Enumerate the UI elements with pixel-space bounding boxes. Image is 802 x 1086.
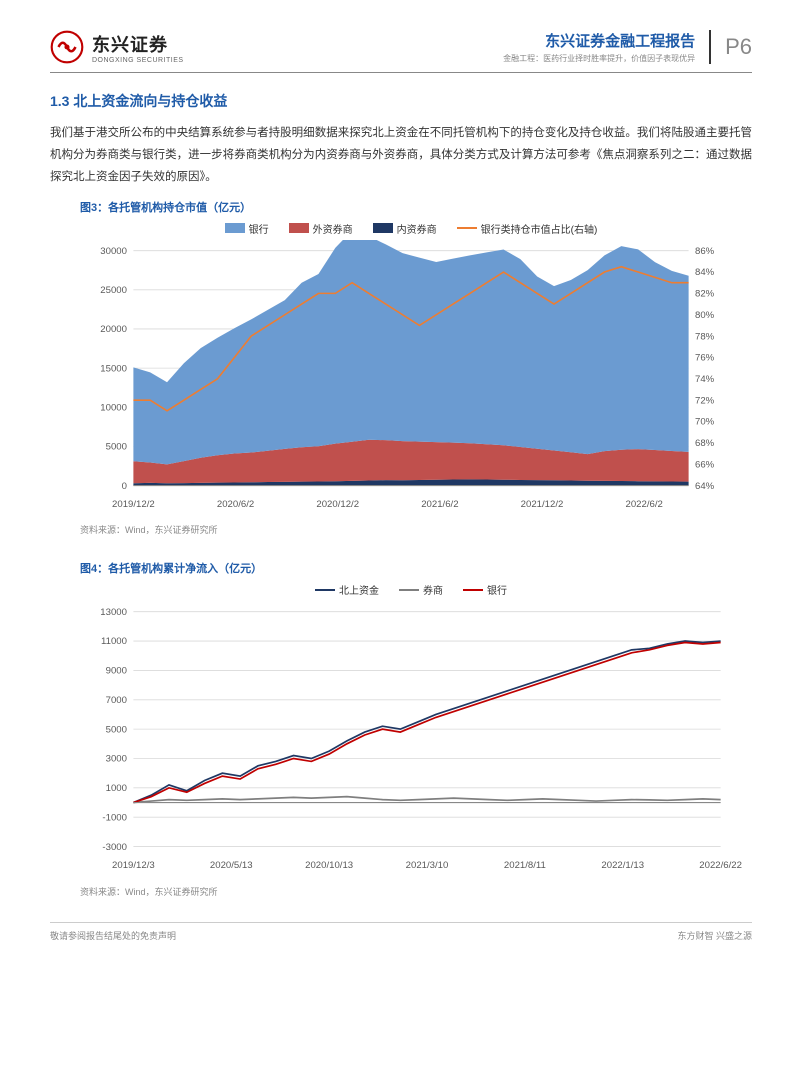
- svg-text:11000: 11000: [101, 636, 127, 647]
- svg-text:1000: 1000: [106, 783, 127, 794]
- svg-text:78%: 78%: [695, 331, 715, 342]
- svg-text:-3000: -3000: [102, 842, 127, 853]
- fig3-chart: 银行 外资券商 内资券商 银行类持仓市值占比(右轴) 0 5000 10000 150…: [80, 221, 742, 518]
- company-logo-icon: [50, 30, 84, 64]
- section-title: 1.3 北上资金流向与持仓收益: [50, 91, 752, 111]
- svg-text:2020/5/13: 2020/5/13: [210, 860, 253, 871]
- report-title: 东兴证券金融工程报告: [503, 30, 695, 51]
- svg-text:10000: 10000: [100, 402, 127, 413]
- svg-text:72%: 72%: [695, 395, 715, 406]
- footer-right: 东方财智 兴盛之源: [677, 929, 752, 942]
- report-subtitle: 金融工程：医药行业择时胜率提升，价值因子表现优异: [503, 53, 695, 64]
- fig3-leg2: 外资券商: [313, 221, 353, 236]
- svg-text:84%: 84%: [695, 267, 715, 278]
- page-footer: 敬请参阅报告结尾处的免责声明 东方财智 兴盛之源: [50, 922, 752, 942]
- fig4-svg: -3000 -1000 1000 3000 5000 7000 9000 11000 13000…: [80, 601, 742, 879]
- fig4-legend: 北上资金 券商 银行: [80, 582, 742, 597]
- fig3-leg4: 银行类持仓市值占比(右轴): [481, 221, 598, 236]
- svg-text:76%: 76%: [695, 352, 715, 363]
- page-number: P6: [725, 34, 752, 60]
- svg-text:66%: 66%: [695, 459, 715, 470]
- svg-text:30000: 30000: [100, 245, 127, 256]
- svg-text:9000: 9000: [106, 666, 127, 677]
- svg-text:82%: 82%: [695, 288, 715, 299]
- svg-text:2021/12/2: 2021/12/2: [521, 498, 564, 509]
- footer-left: 敬请参阅报告结尾处的免责声明: [50, 929, 176, 942]
- svg-text:20000: 20000: [100, 324, 127, 335]
- svg-text:64%: 64%: [695, 480, 715, 491]
- svg-text:74%: 74%: [695, 374, 715, 385]
- svg-text:13000: 13000: [100, 607, 127, 618]
- svg-text:2022/1/13: 2022/1/13: [601, 860, 644, 871]
- svg-text:68%: 68%: [695, 438, 715, 449]
- fig4-title: 图4：各托管机构累计净流入（亿元）: [80, 560, 752, 576]
- fig4-leg1: 北上资金: [339, 582, 379, 597]
- svg-text:2019/12/2: 2019/12/2: [112, 498, 155, 509]
- section-body: 我们基于港交所公布的中央结算系统参与者持股明细数据来探究北上资金在不同托管机构下…: [50, 123, 752, 189]
- logo-block: 东兴证券 DONGXING SECURITIES: [50, 30, 184, 64]
- svg-text:5000: 5000: [106, 441, 127, 452]
- svg-text:2022/6/2: 2022/6/2: [626, 498, 663, 509]
- fig3-source: 资料来源：Wind，东兴证券研究所: [80, 523, 752, 536]
- svg-text:86%: 86%: [695, 245, 715, 256]
- svg-text:5000: 5000: [106, 724, 127, 735]
- fig3-leg1: 银行: [249, 221, 269, 236]
- svg-text:2021/3/10: 2021/3/10: [406, 860, 449, 871]
- fig4-leg2: 券商: [423, 582, 443, 597]
- svg-text:2022/6/22: 2022/6/22: [699, 860, 742, 871]
- svg-text:70%: 70%: [695, 416, 715, 427]
- svg-text:2019/12/3: 2019/12/3: [112, 860, 155, 871]
- fig4-chart: 北上资金 券商 银行 -3000 -1000 1000 3000 5000 7000 900…: [80, 582, 742, 879]
- svg-text:7000: 7000: [106, 695, 127, 706]
- svg-text:-1000: -1000: [102, 813, 127, 824]
- svg-text:3000: 3000: [106, 754, 127, 765]
- svg-text:2020/12/2: 2020/12/2: [316, 498, 359, 509]
- logo-en-text: DONGXING SECURITIES: [92, 57, 184, 64]
- svg-text:2020/6/2: 2020/6/2: [217, 498, 254, 509]
- fig3-leg3: 内资券商: [397, 221, 437, 236]
- svg-text:2020/10/13: 2020/10/13: [305, 860, 353, 871]
- svg-text:2021/8/11: 2021/8/11: [504, 860, 546, 871]
- fig4-leg3: 银行: [487, 582, 507, 597]
- svg-text:0: 0: [122, 480, 127, 491]
- fig3-svg: 0 5000 10000 15000 20000 25000 30000 64% 66% 68% 7…: [80, 240, 742, 518]
- fig3-title: 图3：各托管机构持仓市值（亿元）: [80, 199, 752, 215]
- svg-text:2021/6/2: 2021/6/2: [421, 498, 458, 509]
- page-header: 东兴证券 DONGXING SECURITIES 东兴证券金融工程报告 金融工程…: [50, 30, 752, 73]
- svg-text:25000: 25000: [100, 285, 127, 296]
- svg-text:15000: 15000: [100, 363, 127, 374]
- fig3-legend: 银行 外资券商 内资券商 银行类持仓市值占比(右轴): [80, 221, 742, 236]
- fig4-source: 资料来源：Wind，东兴证券研究所: [80, 885, 752, 898]
- svg-text:80%: 80%: [695, 309, 715, 320]
- logo-cn-text: 东兴证券: [92, 31, 184, 57]
